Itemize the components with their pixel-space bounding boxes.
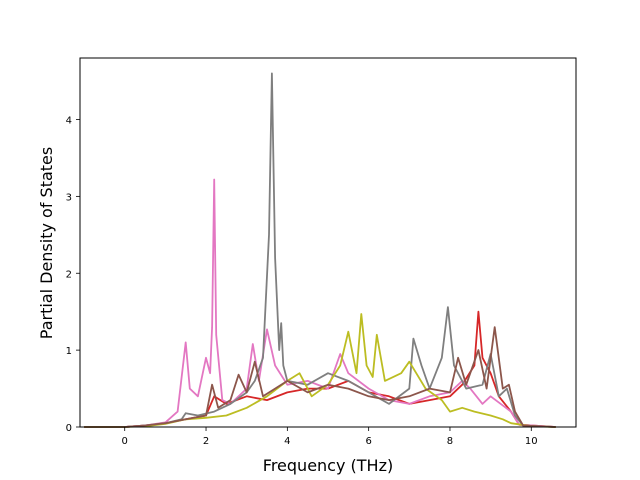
- series-line-3: [84, 72, 556, 428]
- plot-frame: [79, 57, 577, 428]
- series-line-1: [84, 310, 556, 428]
- x-axis-ticks: 0 2 4 6 8 10: [122, 427, 538, 447]
- y-tick-label: 0: [66, 423, 72, 434]
- x-tick-label: 10: [525, 436, 538, 447]
- series-group: [84, 72, 556, 428]
- y-tick-label: 1: [66, 346, 72, 357]
- x-tick-label: 4: [284, 436, 290, 447]
- x-axis-label: Frequency (THz): [263, 456, 393, 475]
- x-tick-label: 8: [447, 436, 453, 447]
- y-tick-label: 2: [66, 269, 72, 280]
- x-tick-label: 2: [203, 436, 209, 447]
- series-line-4: [84, 313, 556, 428]
- y-tick-label: 4: [66, 116, 72, 127]
- y-axis-ticks: 0 1 2 3 4: [66, 116, 80, 434]
- y-tick-label: 3: [66, 192, 72, 203]
- x-tick-label: 0: [122, 436, 128, 447]
- x-tick-label: 6: [365, 436, 371, 447]
- y-axis-label: Partial Density of States: [37, 147, 56, 339]
- series-line-5: [84, 326, 556, 428]
